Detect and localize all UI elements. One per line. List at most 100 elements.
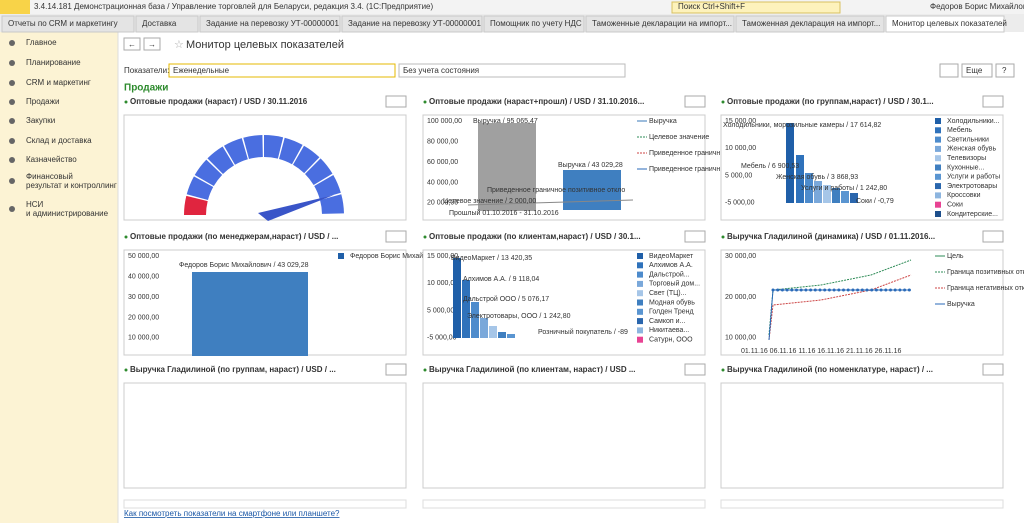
legend-label: Модная обувь	[649, 298, 695, 306]
help-button[interactable]: ?	[1002, 66, 1007, 75]
panel-title: Выручка Гладилиной (по номенклатуре, нар…	[727, 365, 933, 374]
menu-line: Финансовый	[26, 172, 73, 181]
footer-link[interactable]: Как посмотреть показатели на смартфоне и…	[124, 509, 340, 518]
panel-menu	[684, 230, 706, 243]
menu-line: и администрирование	[26, 209, 109, 218]
tab-label[interactable]: Отчеты по CRM и маркетингу	[8, 19, 118, 28]
bullet	[721, 100, 725, 104]
tab-label[interactable]: Задание на перевозку УТ-00000001 ...	[206, 19, 348, 28]
tab-label[interactable]: Задание на перевозку УТ-00000001 ...	[348, 19, 490, 28]
tab	[199, 15, 341, 33]
tab-label[interactable]: Таможенная декларация на импорт...	[742, 19, 880, 28]
data-label: Выручка / 43 029,28	[558, 162, 623, 169]
menu-icon	[9, 206, 15, 212]
menu-icon	[9, 178, 15, 184]
axis-label: 60 000,00	[427, 159, 458, 166]
legend-swatch	[637, 280, 643, 287]
point	[795, 288, 798, 292]
point	[903, 288, 907, 292]
legend-swatch	[935, 173, 941, 180]
axis-label: 5 000,00	[427, 307, 454, 314]
legend-swatch	[637, 253, 643, 259]
gauge-segment	[184, 195, 208, 215]
bar	[498, 332, 506, 338]
legend-label: Женская обувь	[947, 145, 996, 153]
legend-swatch	[935, 201, 941, 208]
legend-label: Электротовары	[947, 183, 997, 190]
tab-label[interactable]: Помощник по учету НДС	[490, 19, 582, 28]
legend-swatch	[637, 308, 643, 315]
tab-label[interactable]: Таможенные декларации на импорт...	[592, 19, 732, 28]
menu-item[interactable]: Планирование	[26, 58, 81, 67]
bullet	[423, 235, 427, 239]
tab-label[interactable]: Монитор целевых показателей	[892, 19, 1007, 28]
axis-label: 10 000,00	[725, 335, 756, 342]
menu-item[interactable]: НСИ и администрирование	[26, 200, 109, 218]
panel-stub	[720, 499, 1004, 509]
filter-value[interactable]: Еженедельные	[173, 66, 230, 75]
legend-label: Граница негативных отклонений	[947, 284, 1024, 292]
bar	[507, 334, 515, 338]
panel-menu	[385, 363, 407, 376]
panel-title: Оптовые продажи (по клиентам,нараст) / U…	[429, 232, 641, 241]
axis-label: 80 000,00	[427, 138, 458, 145]
legend-label: Кухонные...	[947, 164, 984, 171]
legend-label: Никитаева...	[649, 327, 689, 334]
tab	[885, 15, 1005, 33]
bullet	[124, 100, 128, 104]
data-label: 01.11.16 06.11.16 11.16 16.11.16 21.11.1…	[741, 348, 901, 355]
menu-item[interactable]: Казначейство	[26, 155, 77, 164]
axis-label: 20 000,00	[427, 200, 458, 207]
point	[799, 288, 803, 292]
axis-label: 30 000,00	[128, 294, 159, 301]
point	[865, 288, 869, 292]
legend-label: Целевое значение	[649, 134, 709, 141]
bar	[480, 318, 488, 338]
axis-label: 20 000,00	[128, 314, 159, 321]
svg-text:☆: ☆	[174, 39, 184, 51]
point	[780, 288, 784, 292]
legend-label: Федоров Борис Михайлович	[350, 252, 443, 260]
panel	[720, 382, 1004, 489]
menu-item[interactable]: Склад и доставка	[26, 136, 92, 145]
menu-icon	[9, 99, 15, 105]
panel-menu	[385, 230, 407, 243]
more-button[interactable]: Еще	[966, 66, 983, 75]
legend-swatch	[935, 164, 941, 171]
menu-item[interactable]: Главное	[26, 38, 57, 47]
legend-label: Цель	[947, 253, 964, 260]
gauge-segment	[207, 146, 235, 174]
tab	[1, 15, 135, 33]
legend-swatch	[338, 253, 344, 259]
axis-label: 15 000,00	[725, 118, 756, 125]
menu-item[interactable]: CRM и маркетинг	[26, 78, 91, 87]
tab-label[interactable]: Доставка	[142, 19, 177, 28]
panel	[123, 114, 407, 221]
point	[874, 288, 878, 292]
menu-item[interactable]: Закупки	[26, 116, 55, 125]
panel-title: Оптовые продажи (по группам,нараст) / US…	[727, 97, 934, 106]
menu-item[interactable]: Продажи	[26, 97, 59, 106]
bar	[453, 258, 461, 338]
state-value[interactable]: Без учета состояния	[403, 66, 479, 75]
menu-line: НСИ	[26, 200, 44, 209]
window-title: 3.4.14.181 Демонстрационная база / Управ…	[34, 2, 434, 11]
section-title: Продажи	[124, 83, 168, 94]
bullet	[124, 235, 128, 239]
data-label: Выручка / 95 065,47	[473, 118, 538, 125]
legend-swatch	[935, 211, 941, 217]
bullet	[721, 235, 725, 239]
legend-swatch	[935, 145, 941, 152]
legend-label: Светильники	[947, 136, 989, 143]
point	[832, 288, 836, 292]
bar	[841, 191, 849, 203]
gauge-segment	[224, 138, 248, 165]
point	[893, 288, 897, 292]
svg-text:→: →	[148, 40, 156, 49]
search[interactable]: Поиск Ctrl+Shift+F	[678, 2, 745, 11]
axis-label: 40 000,00	[427, 179, 458, 186]
bar	[832, 188, 840, 203]
panel-title: Оптовые продажи (нараст) / USD / 30.11.2…	[130, 97, 308, 106]
menu-item[interactable]: Финансовый результат и контроллинг	[26, 172, 117, 190]
gauge-segment	[320, 194, 344, 214]
